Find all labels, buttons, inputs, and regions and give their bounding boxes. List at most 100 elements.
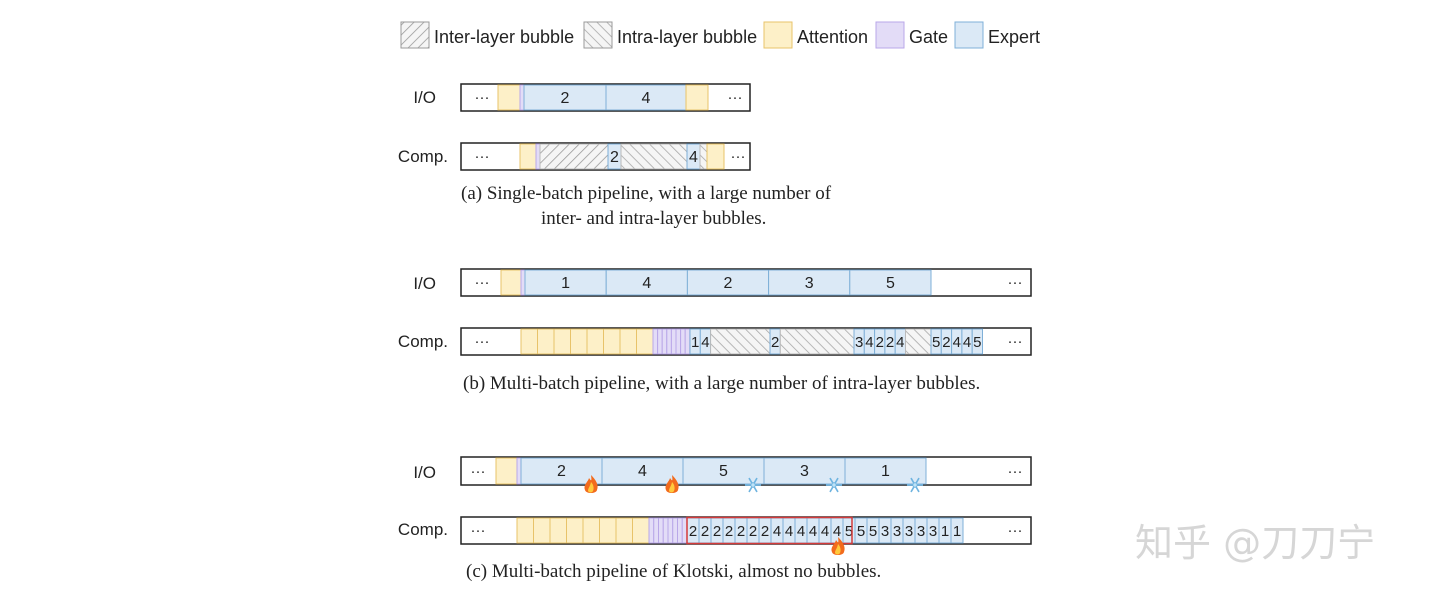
- attention-block: [566, 517, 584, 544]
- legend-swatch-intra-layer-bubble: [583, 21, 613, 49]
- expert-id: 2: [689, 523, 697, 540]
- expert-block: [768, 269, 851, 296]
- expert-block: [844, 457, 927, 485]
- legend-label-attention: Attention: [797, 27, 868, 47]
- attention-block: [582, 517, 600, 544]
- attention-block: [497, 84, 521, 111]
- expert-block-row: 2 4 5 3 1: [520, 457, 927, 485]
- attention-block: [553, 328, 571, 355]
- legend-label-expert: Expert: [988, 27, 1040, 47]
- expert-id: 2: [942, 334, 950, 351]
- attention-block: [570, 328, 588, 355]
- attention-block: [599, 517, 617, 544]
- expert-id: 5: [886, 275, 895, 292]
- expert-id: 4: [797, 523, 805, 540]
- gate-block: [658, 517, 664, 544]
- attention-block: [520, 328, 538, 355]
- timeline-b-io: ··· ··· 1 4 2 3 5: [460, 268, 1032, 297]
- expert-id: 3: [800, 463, 809, 480]
- gate-block: [666, 328, 672, 355]
- gate-block: [667, 517, 674, 544]
- ellipsis-right: ···: [728, 89, 743, 106]
- ellipsis-left: ···: [471, 463, 486, 480]
- legend-label-gate: Gate: [909, 27, 948, 47]
- expert-id: 4: [821, 523, 829, 540]
- gate-block: [516, 457, 522, 485]
- expert-block: [605, 269, 688, 296]
- row-label-io: I/O: [413, 88, 436, 107]
- expert-id: 5: [869, 523, 877, 540]
- legend-swatch-gate: [875, 21, 905, 49]
- gate-block: [653, 517, 659, 544]
- snowflake-icon: [745, 477, 761, 493]
- expert-id: 2: [557, 463, 566, 480]
- row-label-io: I/O: [413, 274, 436, 293]
- expert-id: 4: [701, 334, 709, 351]
- expert-id: 4: [785, 523, 793, 540]
- attention-block: [533, 517, 551, 544]
- expert-id: 4: [773, 523, 781, 540]
- expert-block: [605, 84, 687, 111]
- expert-block-row: 1 4 2 3 5: [524, 269, 932, 296]
- expert-id: 5: [857, 523, 865, 540]
- expert-id: 5: [719, 463, 728, 480]
- attention-block: [495, 457, 518, 485]
- attention-block: [706, 143, 725, 170]
- expert-id: 3: [917, 523, 925, 540]
- gate-block-row: [648, 517, 688, 544]
- ellipsis-left: ···: [475, 89, 490, 106]
- timeline-a-io: ··· ··· 2 4: [460, 83, 751, 112]
- gate-block: [675, 328, 682, 355]
- expert-id: 4: [963, 334, 971, 351]
- caption-a-line-1: (a) Single-batch pipeline, with a large …: [461, 183, 832, 204]
- intra-layer-bubble: [905, 328, 932, 355]
- inter-layer-bubble: [539, 143, 609, 170]
- gate-block: [652, 328, 659, 355]
- attention-block: [516, 517, 534, 544]
- caption-a-line-2: inter- and intra-layer bubbles.: [541, 208, 766, 229]
- ellipsis-right: ···: [1008, 274, 1023, 291]
- attention-block: [615, 517, 633, 544]
- legend: Inter-layer bubble Intra-layer bubble At…: [400, 21, 1040, 49]
- snowflake-icon: [826, 477, 842, 493]
- ellipsis-left: ···: [475, 333, 490, 350]
- expert-id: 2: [761, 523, 769, 540]
- caption-c: (c) Multi-batch pipeline of Klotski, alm…: [466, 561, 881, 582]
- gate-block: [677, 517, 683, 544]
- ellipsis-left: ···: [471, 522, 486, 539]
- expert-id: 4: [809, 523, 817, 540]
- expert-id: 1: [953, 523, 961, 540]
- ellipsis-right: ···: [1008, 522, 1023, 539]
- intra-layer-bubble: [620, 143, 688, 170]
- expert-block: [686, 269, 770, 296]
- attention-block: [603, 328, 621, 355]
- expert-block: [523, 84, 607, 111]
- fire-icon: [831, 537, 845, 555]
- attention-block: [685, 84, 709, 111]
- expert-id: 1: [561, 275, 570, 292]
- expert-id: 2: [737, 523, 745, 540]
- expert-id: 4: [896, 334, 904, 351]
- expert-id: 1: [941, 523, 949, 540]
- timeline-c-io: ··· ··· 2 4 5 3 1: [460, 456, 1032, 493]
- expert-block: [849, 269, 932, 296]
- expert-id: 2: [561, 90, 570, 107]
- row-label-comp: Comp.: [398, 520, 448, 539]
- gate-block: [520, 269, 526, 296]
- expert-block: [950, 517, 964, 544]
- expert-id: 2: [771, 334, 779, 351]
- row-label-io: I/O: [413, 463, 436, 482]
- legend-swatch-attention: [763, 21, 793, 49]
- status-icon-row: [831, 537, 845, 555]
- attention-block: [549, 517, 567, 544]
- fire-icon: [665, 475, 679, 493]
- expert-id: 4: [642, 90, 651, 107]
- attention-block: [619, 328, 637, 355]
- expert-block: [971, 328, 984, 355]
